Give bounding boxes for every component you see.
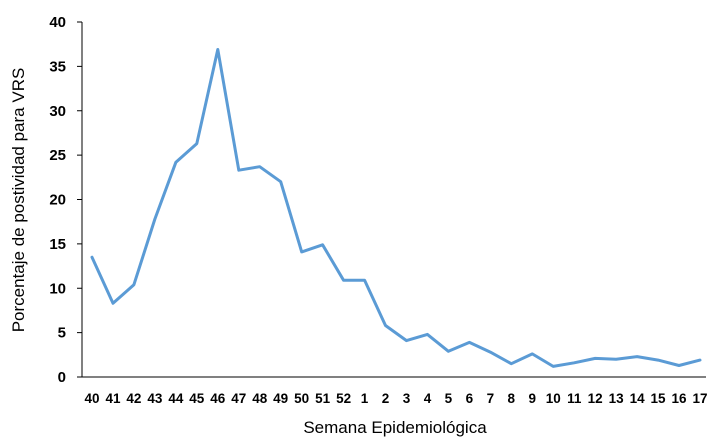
y-tick-label: 35 (49, 58, 66, 75)
y-tick-label: 40 (49, 14, 66, 31)
x-ticks: 40 41 42 43 44 45 46 47 48 49 50 51 52 1 2 3 4 5 6 7 8 9 10 11 1… (84, 391, 707, 406)
data-point (552, 365, 554, 367)
data-point (405, 340, 407, 342)
x-tick-label: 44 (168, 391, 184, 406)
x-tick-label: 1 (361, 391, 369, 406)
x-tick-label: 40 (84, 391, 99, 406)
x-tick-label: 6 (466, 391, 474, 406)
y-ticks: 0 5 10 15 20 25 30 35 40 (49, 14, 82, 386)
y-tick-label: 15 (49, 236, 66, 253)
data-point (678, 364, 680, 366)
data-point (133, 284, 135, 286)
data-point (343, 279, 345, 281)
data-point (636, 356, 638, 358)
x-tick-label: 10 (546, 391, 561, 406)
y-tick-label: 25 (49, 147, 66, 164)
data-point (322, 244, 324, 246)
data-point (280, 181, 282, 183)
x-tick-label: 14 (630, 391, 646, 406)
data-point (468, 341, 470, 343)
x-tick-label: 48 (252, 391, 268, 406)
x-tick-label: 16 (672, 391, 688, 406)
x-tick-label: 17 (692, 391, 707, 406)
data-point (238, 169, 240, 171)
data-point (573, 362, 575, 364)
x-tick-label: 4 (424, 391, 432, 406)
x-tick-label: 41 (105, 391, 121, 406)
data-point (154, 218, 156, 220)
data-point (510, 363, 512, 365)
x-tick-label: 2 (382, 391, 390, 406)
x-tick-label: 46 (210, 391, 226, 406)
data-point (112, 302, 114, 304)
y-tick-label: 5 (58, 325, 66, 342)
x-tick-label: 8 (508, 391, 516, 406)
data-point (217, 49, 219, 51)
x-tick-label: 45 (189, 391, 205, 406)
x-tick-label: 51 (315, 391, 331, 406)
data-point (91, 256, 93, 258)
x-tick-label: 47 (231, 391, 246, 406)
data-point (615, 358, 617, 360)
data-point (301, 251, 303, 253)
data-point (426, 333, 428, 335)
x-tick-label: 3 (403, 391, 411, 406)
x-tick-label: 52 (336, 391, 351, 406)
x-axis-label: Semana Epidemiológica (303, 418, 487, 437)
data-point (196, 143, 198, 145)
y-tick-label: 30 (49, 103, 66, 120)
data-point (594, 357, 596, 359)
x-tick-label: 11 (567, 391, 582, 406)
data-point (489, 351, 491, 353)
x-tick-label: 49 (273, 391, 288, 406)
x-tick-label: 13 (609, 391, 625, 406)
x-tick-label: 43 (147, 391, 163, 406)
data-point (175, 161, 177, 163)
data-point (447, 350, 449, 352)
series-line (90, 48, 702, 368)
data-point (259, 166, 261, 168)
data-point (657, 359, 659, 361)
y-tick-label: 10 (49, 280, 66, 297)
x-tick-label: 7 (487, 391, 495, 406)
y-tick-label: 20 (49, 192, 66, 209)
data-point (531, 353, 533, 355)
x-tick-label: 5 (445, 391, 453, 406)
data-point (699, 359, 701, 361)
x-tick-label: 42 (126, 391, 141, 406)
x-tick-label: 15 (651, 391, 667, 406)
x-tick-label: 9 (529, 391, 537, 406)
x-tick-label: 50 (294, 391, 309, 406)
data-point (364, 279, 366, 281)
data-point (385, 325, 387, 327)
series-layer (90, 48, 702, 368)
y-axis-label: Porcentaje de postividad para VRS (9, 68, 28, 333)
x-tick-label: 12 (588, 391, 603, 406)
y-tick-label: 0 (58, 369, 66, 386)
